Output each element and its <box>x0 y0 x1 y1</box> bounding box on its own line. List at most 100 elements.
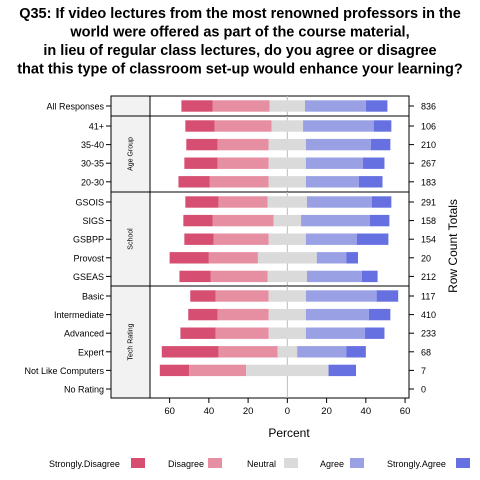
bar-strongly-agree <box>369 214 390 227</box>
bar-neutral <box>268 176 306 188</box>
bar-strongly-agree <box>362 157 385 169</box>
bar-agree <box>301 214 370 227</box>
x-tick-label: 0 <box>285 406 290 417</box>
x-tick-label: 20 <box>321 406 332 417</box>
bar-neutral <box>273 214 302 227</box>
legend-swatch <box>350 458 364 468</box>
x-tick-label: 60 <box>164 406 175 417</box>
title-line: that this type of classroom set-up would… <box>17 62 463 78</box>
category-label: Not Like Computers <box>24 366 104 376</box>
bar-strongly-disagree <box>185 196 219 208</box>
bar-agree <box>305 176 359 188</box>
legend-swatch <box>284 458 298 468</box>
row-count-label: 154 <box>421 235 436 245</box>
category-label: GSOIS <box>75 198 104 208</box>
legend-label: Strongly.Disagree <box>49 459 120 469</box>
bar-disagree <box>189 364 247 377</box>
bar-strongly-disagree <box>179 270 211 283</box>
bar-agree <box>305 100 366 112</box>
row-count-label: 7 <box>421 366 426 376</box>
bar-strongly-disagree <box>169 252 209 264</box>
x-tick-label: 60 <box>400 406 411 417</box>
bar-agree <box>305 327 365 339</box>
bar-disagree <box>217 308 269 321</box>
bar-strongly-disagree <box>190 290 216 302</box>
row-count-label: 117 <box>421 292 435 302</box>
bar-disagree <box>212 214 274 227</box>
x-tick-label: 20 <box>243 406 254 417</box>
bar-neutral <box>267 196 307 208</box>
bar-strongly-disagree <box>184 233 214 245</box>
bar-disagree <box>213 233 269 245</box>
category-label: Basic <box>82 292 105 302</box>
bar-neutral <box>268 308 306 321</box>
bar-strongly-agree <box>358 176 383 188</box>
legend-label: Strongly.Agree <box>387 459 446 469</box>
category-label: Expert <box>78 347 105 357</box>
panel-strip <box>110 191 151 287</box>
bar-agree <box>305 233 358 245</box>
bar-neutral <box>268 327 306 339</box>
row-count-label: 410 <box>421 310 436 320</box>
row-count-label: 233 <box>421 329 436 339</box>
row-count-label: 158 <box>421 216 436 226</box>
category-label: 30-35 <box>81 159 104 169</box>
row-count-label: 68 <box>421 347 431 357</box>
panel-strips: Age Group School Tech Rating <box>110 95 151 399</box>
bar-strongly-agree <box>368 308 391 321</box>
title-line: Q35: If video lectures from the most ren… <box>19 6 461 22</box>
bar-strongly-disagree <box>159 364 190 377</box>
bar-strongly-agree <box>346 252 358 264</box>
category-label: No Rating <box>64 385 104 395</box>
bars <box>159 100 399 377</box>
bar-agree <box>316 252 347 264</box>
bar-agree <box>305 290 377 302</box>
right-axis-label: Row Count Totals <box>446 199 460 293</box>
bar-disagree <box>218 196 268 208</box>
row-count-label: 836 <box>421 102 436 112</box>
bar-neutral <box>268 138 306 151</box>
bar-neutral <box>277 346 298 358</box>
bar-strongly-agree <box>370 138 391 151</box>
legend-swatch <box>131 458 145 468</box>
bar-strongly-agree <box>328 364 357 377</box>
row-count-label: 0 <box>421 385 426 395</box>
bar-neutral <box>268 157 306 169</box>
row-count-label: 106 <box>421 122 436 132</box>
category-label: GSBPP <box>73 235 104 245</box>
bar-strongly-disagree <box>161 346 219 358</box>
panel-strip <box>110 285 151 399</box>
category-label: 20-30 <box>81 177 104 187</box>
bar-agree <box>306 270 362 283</box>
category-label: All Responses <box>46 102 104 112</box>
bar-strongly-agree <box>361 270 378 283</box>
panel-strip-label: School <box>128 228 135 250</box>
bar-strongly-agree <box>346 346 366 358</box>
chart-title: Q35: If video lectures from the most ren… <box>17 6 463 78</box>
x-tick-label: 40 <box>361 406 372 417</box>
bar-strongly-disagree <box>178 176 210 188</box>
bar-strongly-disagree <box>183 214 213 227</box>
bar-disagree <box>210 270 268 283</box>
bar-neutral <box>257 252 317 264</box>
bar-strongly-agree <box>364 327 385 339</box>
bar-agree <box>303 120 374 132</box>
bar-neutral <box>269 100 306 112</box>
bar-strongly-agree <box>373 120 392 132</box>
category-label: 35-40 <box>81 140 104 150</box>
legend-label: Neutral <box>247 459 276 469</box>
bar-strongly-agree <box>376 290 399 302</box>
bar-disagree <box>208 252 258 264</box>
bar-strongly-disagree <box>180 327 216 339</box>
legend-label: Agree <box>320 459 344 469</box>
bar-disagree <box>215 327 269 339</box>
bar-strongly-agree <box>365 100 388 112</box>
bar-neutral <box>271 120 304 132</box>
panel-strip <box>110 115 151 193</box>
bar-disagree <box>214 120 272 132</box>
bar-strongly-disagree <box>188 308 218 321</box>
category-label: SIGS <box>82 216 104 226</box>
bar-agree <box>305 138 371 151</box>
bar-agree <box>305 308 369 321</box>
category-label: Provost <box>73 253 104 263</box>
